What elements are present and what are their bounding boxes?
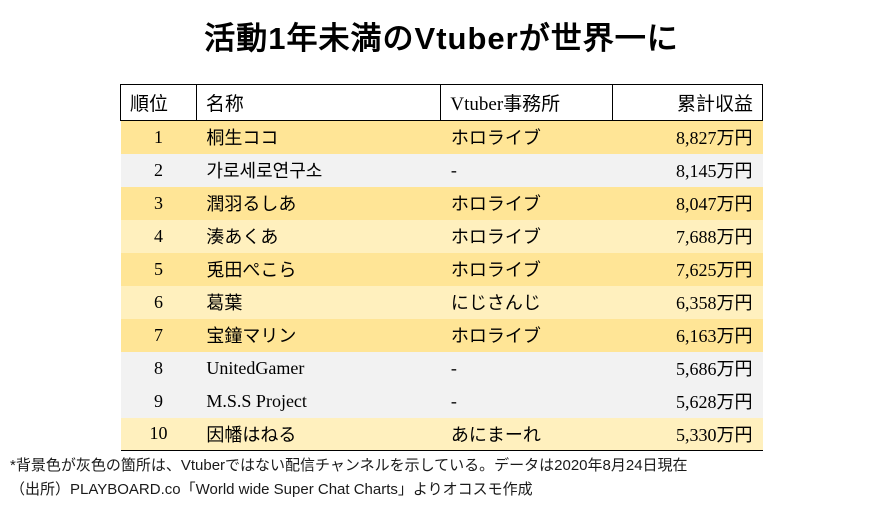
cell-name: 葛葉: [206, 293, 243, 313]
cell-agency: ホロライブ: [450, 128, 541, 149]
cell-revenue: 5,628万円: [676, 392, 753, 412]
cell-rank: 6: [153, 291, 163, 312]
cell-revenue: 7,625万円: [676, 260, 753, 280]
table-row: 7 宝鐘マリン ホロライブ 6,163万円: [120, 318, 763, 352]
cell-revenue: 8,145万円: [676, 161, 753, 181]
cell-revenue: 7,688万円: [676, 227, 753, 247]
cell-agency: ホロライブ: [450, 260, 541, 280]
footnote-line-1: *背景色が灰色の箇所は、Vtuberではない配信チャンネルを示している。データは…: [10, 457, 688, 474]
cell-name: 因幡はねる: [196, 417, 441, 451]
cell-agency: あにまーれ: [440, 417, 613, 451]
cell-agency: ホロライブ: [450, 194, 541, 214]
cell-rank: 2: [153, 159, 163, 180]
cell-agency: -: [450, 357, 457, 378]
cell-name: 宝鐘マリン: [206, 326, 297, 346]
cell-revenue: 6,163万円: [676, 326, 753, 346]
cell-name: 兎田ぺこら: [206, 260, 297, 280]
table-row: 5 兎田ぺこら ホロライブ 7,625万円: [120, 252, 763, 286]
cell-rank: 5: [153, 258, 163, 279]
cell-name: UnitedGamer: [206, 357, 305, 378]
table-row: 6 葛葉 にじさんじ 6,358万円: [120, 285, 763, 319]
header-revenue: 累計収益: [612, 84, 763, 121]
table-row: 9 M.S.S Project - 5,628万円: [120, 384, 763, 418]
cell-revenue: 5,686万円: [676, 359, 753, 379]
cell-rank: 1: [153, 126, 163, 147]
cell-revenue: 8,047万円: [676, 194, 753, 214]
cell-agency: ホロライブ: [450, 326, 541, 346]
cell-rank: 9: [153, 390, 163, 411]
header-agency: Vtuber事務所: [440, 84, 614, 121]
cell-agency: ホロライブ: [450, 227, 541, 247]
footnote: *背景色が灰色の箇所は、Vtuberではない配信チャンネルを示している。データは…: [10, 454, 688, 502]
cell-name: 潤羽るしあ: [206, 194, 297, 214]
ranking-table-header: 順位 名称 Vtuber事務所 累計収益: [120, 84, 763, 121]
cell-agency: -: [450, 390, 457, 411]
cell-name: 가로세로연구소: [206, 161, 323, 181]
cell-revenue: 6,358万円: [676, 293, 753, 313]
footnote-line-2: （出所）PLAYBOARD.co「World wide Super Chat C…: [10, 481, 533, 498]
cell-revenue: 8,827万円: [676, 128, 753, 149]
page-title: 活動1年未満のVtuberが世界一に: [204, 21, 679, 56]
cell-name: 湊あくあ: [206, 227, 279, 247]
cell-rank: 8: [153, 357, 163, 378]
table-row: 10 因幡はねる あにまーれ 5,330万円: [120, 417, 763, 451]
table-row: 1 桐生ココ ホロライブ 8,827万円: [120, 120, 763, 154]
cell-rank: 3: [153, 192, 163, 213]
table-row: 3 潤羽るしあ ホロライブ 8,047万円: [120, 186, 763, 220]
ranking-table-container: 順位 名称 Vtuber事務所 累計収益 1 桐生ココ ホロライブ 8,827万円 2 가…: [120, 84, 763, 451]
table-row: 2 가로세로연구소 - 8,145万円: [120, 153, 763, 187]
cell-rank: 10: [120, 417, 197, 451]
header-name: 名称: [195, 84, 442, 121]
cell-rank: 4: [153, 225, 163, 246]
table-row: 4 湊あくあ ホロライブ 7,688万円: [120, 219, 763, 253]
header-rank: 順位: [120, 84, 197, 121]
cell-agency: -: [450, 159, 457, 180]
cell-name: 桐生ココ: [206, 128, 279, 149]
cell-agency: にじさんじ: [450, 293, 541, 313]
cell-rank: 7: [153, 324, 163, 345]
ranking-table-body: 1 桐生ココ ホロライブ 8,827万円 2 가로세로연구소 -8,145万円 3 潤羽るしあホ…: [120, 120, 763, 451]
header-row: 順位 名称 Vtuber事務所 累計収益: [120, 84, 763, 121]
ranking-table: 順位 名称 Vtuber事務所 累計収益 1 桐生ココ ホロライブ 8,827万円 2 가…: [120, 84, 763, 451]
cell-name: M.S.S Project: [206, 390, 307, 411]
cell-revenue: 5,330万円: [612, 417, 763, 451]
table-row: 8 UnitedGamer - 5,686万円: [120, 351, 763, 385]
